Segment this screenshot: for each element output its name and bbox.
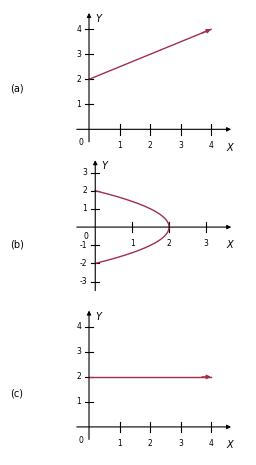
Text: X: X bbox=[226, 143, 233, 153]
Text: 0: 0 bbox=[84, 232, 89, 241]
Text: X: X bbox=[226, 240, 233, 250]
Text: 0: 0 bbox=[79, 436, 83, 445]
Text: 1: 1 bbox=[117, 141, 122, 150]
Text: 4: 4 bbox=[76, 25, 81, 34]
Text: (a): (a) bbox=[10, 84, 24, 94]
Text: -3: -3 bbox=[80, 277, 87, 286]
Text: -2: -2 bbox=[80, 259, 87, 268]
Text: 0: 0 bbox=[79, 138, 83, 147]
Text: 1: 1 bbox=[117, 438, 122, 448]
Text: 2: 2 bbox=[167, 239, 172, 248]
Text: -1: -1 bbox=[80, 241, 87, 250]
Text: 2: 2 bbox=[76, 372, 81, 381]
Text: 4: 4 bbox=[209, 438, 214, 448]
Text: (c): (c) bbox=[10, 388, 23, 398]
Text: 3: 3 bbox=[82, 168, 87, 177]
Text: 3: 3 bbox=[204, 239, 208, 248]
Text: 3: 3 bbox=[178, 438, 183, 448]
Text: 1: 1 bbox=[76, 100, 81, 109]
Text: 4: 4 bbox=[76, 322, 81, 332]
Text: 1: 1 bbox=[130, 239, 135, 248]
Text: 1: 1 bbox=[76, 398, 81, 406]
Text: 2: 2 bbox=[76, 75, 81, 84]
Text: Y: Y bbox=[95, 14, 101, 24]
Text: Y: Y bbox=[101, 161, 107, 171]
Text: 3: 3 bbox=[76, 347, 81, 356]
Text: 4: 4 bbox=[209, 141, 214, 150]
Text: 3: 3 bbox=[76, 50, 81, 59]
Text: 2: 2 bbox=[148, 438, 152, 448]
Text: 1: 1 bbox=[83, 205, 87, 213]
Text: 3: 3 bbox=[178, 141, 183, 150]
Text: Y: Y bbox=[95, 312, 101, 322]
Text: 2: 2 bbox=[83, 186, 87, 195]
Text: X: X bbox=[226, 440, 233, 450]
Text: (b): (b) bbox=[10, 239, 24, 249]
Text: 2: 2 bbox=[148, 141, 152, 150]
